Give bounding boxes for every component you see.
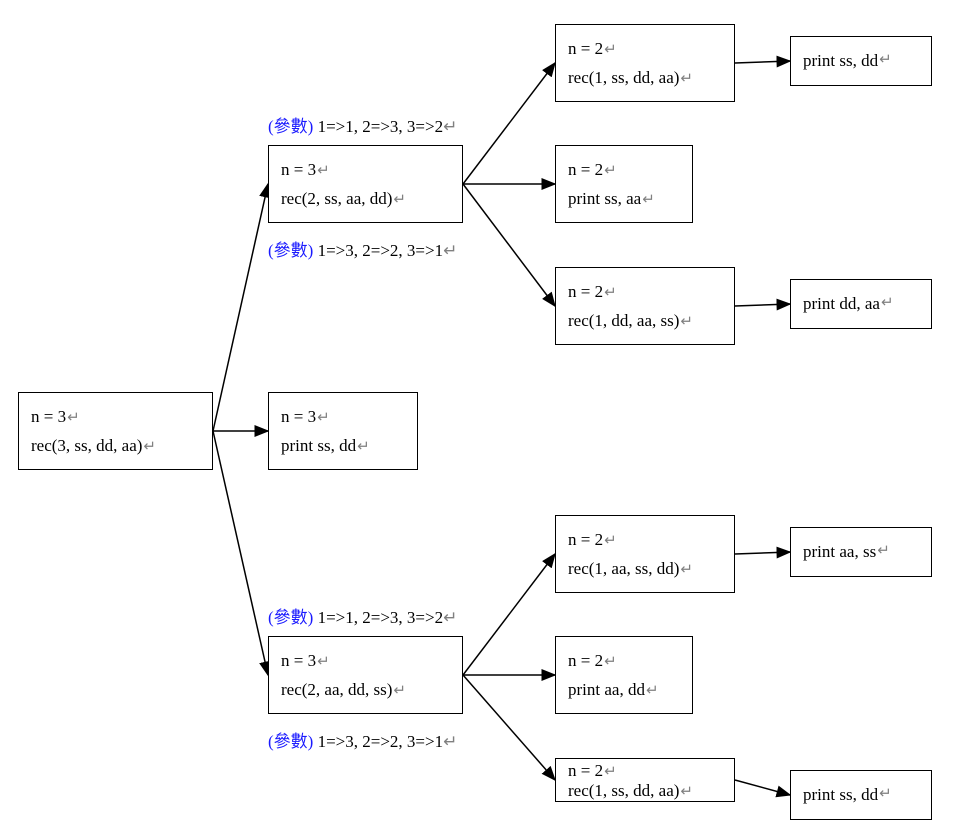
annotation-map: 1=>3, 2=>2, 3=>1 (313, 241, 443, 260)
edge-arrow (463, 675, 555, 780)
annotation-label: (參數) (268, 732, 313, 751)
return-symbol-icon: ↵ (879, 48, 892, 74)
return-symbol-icon: ↵ (443, 732, 457, 751)
node-line1: n = 2 (568, 651, 603, 670)
annotation-a_top_down: (參數) 1=>3, 2=>2, 3=>1↵ (268, 236, 457, 261)
return-symbol-icon: ↵ (604, 42, 617, 58)
node-line2: rec(2, ss, aa, dd) (281, 189, 392, 208)
return-symbol-icon: ↵ (680, 71, 693, 87)
return-symbol-icon: ↵ (317, 654, 330, 670)
node-b3: n = 2↵rec(1, ss, dd, aa)↵ (555, 758, 735, 802)
node-line2: rec(1, dd, aa, ss) (568, 311, 679, 330)
node-leaf_b3: print ss, dd↵ (790, 770, 932, 820)
annotation-label: (參數) (268, 117, 313, 136)
return-symbol-icon: ↵ (642, 192, 655, 208)
node-root: n = 3↵rec(3, ss, dd, aa)↵ (18, 392, 213, 470)
return-symbol-icon: ↵ (67, 410, 80, 426)
node-line2: print ss, dd (281, 436, 356, 455)
annotation-map: 1=>1, 2=>3, 3=>2 (313, 117, 443, 136)
node-text: print ss, dd (803, 47, 878, 76)
node-line2: rec(2, aa, dd, ss) (281, 680, 392, 699)
node-line1: n = 2 (568, 530, 603, 549)
node-line1: n = 3 (281, 651, 316, 670)
annotation-a_bot_up: (參數) 1=>1, 2=>3, 3=>2↵ (268, 603, 457, 628)
edge-arrow (735, 780, 790, 795)
return-symbol-icon: ↵ (604, 764, 617, 780)
return-symbol-icon: ↵ (604, 285, 617, 301)
node-line1: n = 2 (568, 761, 603, 780)
node-top: n = 3↵rec(2, ss, aa, dd)↵ (268, 145, 463, 223)
return-symbol-icon: ↵ (393, 683, 406, 699)
node-b1: n = 2↵rec(1, aa, ss, dd)↵ (555, 515, 735, 593)
node-line1: n = 2 (568, 160, 603, 179)
return-symbol-icon: ↵ (877, 539, 890, 565)
node-leaf_t1: print ss, dd↵ (790, 36, 932, 86)
node-line2: print ss, aa (568, 189, 641, 208)
node-text: print dd, aa (803, 290, 880, 319)
edge-arrow (735, 61, 790, 63)
node-line2: print aa, dd (568, 680, 645, 699)
return-symbol-icon: ↵ (443, 241, 457, 260)
node-leaf_b1: print aa, ss↵ (790, 527, 932, 577)
annotation-label: (參數) (268, 241, 313, 260)
annotation-a_bot_down: (參數) 1=>3, 2=>2, 3=>1↵ (268, 727, 457, 752)
node-t2: n = 2↵print ss, aa↵ (555, 145, 693, 223)
edge-arrow (463, 63, 555, 184)
return-symbol-icon: ↵ (680, 314, 693, 330)
return-symbol-icon: ↵ (143, 439, 156, 455)
annotation-a_top_up: (參數) 1=>1, 2=>3, 3=>2↵ (268, 112, 457, 137)
return-symbol-icon: ↵ (604, 163, 617, 179)
return-symbol-icon: ↵ (357, 439, 370, 455)
return-symbol-icon: ↵ (393, 192, 406, 208)
node-line1: n = 3 (281, 160, 316, 179)
return-symbol-icon: ↵ (604, 654, 617, 670)
node-text: print ss, dd (803, 781, 878, 810)
node-line1: n = 2 (568, 282, 603, 301)
node-t3: n = 2↵rec(1, dd, aa, ss)↵ (555, 267, 735, 345)
edge-arrow (735, 552, 790, 554)
node-leaf_t3: print dd, aa↵ (790, 279, 932, 329)
annotation-map: 1=>3, 2=>2, 3=>1 (313, 732, 443, 751)
edge-arrow (463, 184, 555, 306)
node-t1: n = 2↵rec(1, ss, dd, aa)↵ (555, 24, 735, 102)
node-text: print aa, ss (803, 538, 876, 567)
edge-arrow (735, 304, 790, 306)
return-symbol-icon: ↵ (443, 117, 457, 136)
node-line2: rec(1, aa, ss, dd) (568, 559, 679, 578)
return-symbol-icon: ↵ (680, 562, 693, 578)
return-symbol-icon: ↵ (881, 291, 894, 317)
annotation-label: (參數) (268, 608, 313, 627)
return-symbol-icon: ↵ (443, 608, 457, 627)
node-line2: rec(3, ss, dd, aa) (31, 436, 142, 455)
node-line1: n = 2 (568, 39, 603, 58)
node-b2: n = 2↵print aa, dd↵ (555, 636, 693, 714)
return-symbol-icon: ↵ (879, 782, 892, 808)
annotation-map: 1=>1, 2=>3, 3=>2 (313, 608, 443, 627)
node-line2: rec(1, ss, dd, aa) (568, 781, 679, 800)
node-line1: n = 3 (31, 407, 66, 426)
edge-arrow (213, 184, 268, 431)
edge-arrow (463, 554, 555, 675)
return-symbol-icon: ↵ (317, 163, 330, 179)
node-mid: n = 3↵print ss, dd↵ (268, 392, 418, 470)
node-line1: n = 3 (281, 407, 316, 426)
return-symbol-icon: ↵ (680, 784, 693, 800)
node-line2: rec(1, ss, dd, aa) (568, 68, 679, 87)
return-symbol-icon: ↵ (646, 683, 659, 699)
node-bot: n = 3↵rec(2, aa, dd, ss)↵ (268, 636, 463, 714)
edge-arrow (213, 431, 268, 675)
return-symbol-icon: ↵ (604, 533, 617, 549)
return-symbol-icon: ↵ (317, 410, 330, 426)
